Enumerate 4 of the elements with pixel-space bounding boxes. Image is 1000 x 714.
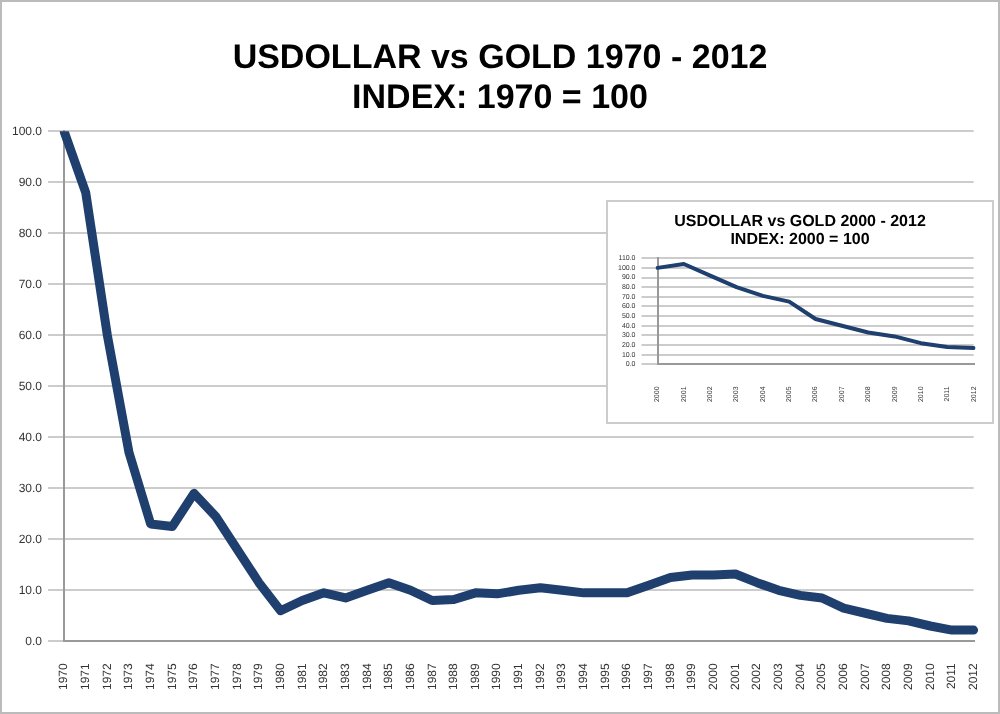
chart-subtitle: INDEX: 2000 = 100: [728, 230, 872, 248]
chart-subtitle: INDEX: 1970 = 100: [350, 78, 650, 118]
chart-title: USDOLLAR vs GOLD 1970 - 2012: [230, 38, 770, 78]
chart-title: USDOLLAR vs GOLD 2000 - 2012: [672, 212, 928, 230]
